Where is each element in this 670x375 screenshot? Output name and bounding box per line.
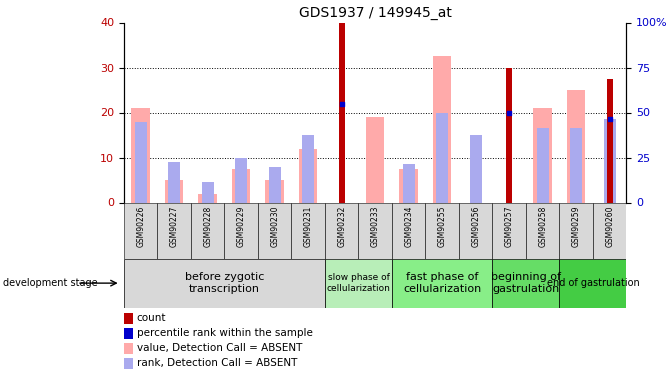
Text: GSM90229: GSM90229	[237, 206, 246, 247]
Bar	[202, 182, 214, 203]
Text: GSM90259: GSM90259	[572, 206, 581, 247]
Text: GSM90233: GSM90233	[371, 206, 380, 247]
Bar	[124, 313, 133, 324]
Bar	[124, 358, 133, 369]
FancyBboxPatch shape	[392, 202, 425, 259]
Bar	[533, 108, 552, 202]
Bar	[403, 164, 415, 202]
Text: beginning of
gastrulation: beginning of gastrulation	[491, 272, 561, 294]
Text: percentile rank within the sample: percentile rank within the sample	[137, 328, 312, 338]
Text: GSM90231: GSM90231	[304, 206, 313, 247]
Bar	[436, 112, 448, 202]
Point	[604, 116, 615, 122]
Bar	[198, 194, 217, 202]
Text: value, Detection Call = ABSENT: value, Detection Call = ABSENT	[137, 343, 302, 353]
Text: end of gastrulation: end of gastrulation	[547, 278, 639, 288]
FancyBboxPatch shape	[425, 202, 459, 259]
Text: GSM90228: GSM90228	[203, 206, 212, 247]
FancyBboxPatch shape	[124, 202, 157, 259]
Point	[504, 110, 515, 116]
Bar	[433, 56, 452, 202]
Text: GSM90256: GSM90256	[471, 206, 480, 247]
Text: development stage: development stage	[3, 278, 98, 288]
Bar	[165, 180, 184, 203]
Bar	[232, 169, 251, 202]
Text: GSM90255: GSM90255	[438, 206, 447, 247]
FancyBboxPatch shape	[258, 202, 291, 259]
Bar	[135, 122, 147, 202]
Text: fast phase of
cellularization: fast phase of cellularization	[403, 272, 481, 294]
FancyBboxPatch shape	[459, 202, 492, 259]
Text: rank, Detection Call = ABSENT: rank, Detection Call = ABSENT	[137, 358, 297, 368]
FancyBboxPatch shape	[325, 259, 392, 308]
FancyBboxPatch shape	[392, 259, 492, 308]
Bar	[399, 169, 418, 202]
Bar	[607, 79, 612, 203]
Bar	[470, 135, 482, 202]
Bar	[235, 158, 247, 203]
FancyBboxPatch shape	[224, 202, 258, 259]
FancyBboxPatch shape	[559, 259, 626, 308]
Bar	[131, 108, 150, 202]
Text: count: count	[137, 313, 166, 323]
FancyBboxPatch shape	[593, 202, 626, 259]
Bar	[366, 117, 385, 202]
Bar	[604, 119, 616, 202]
Text: GSM90257: GSM90257	[505, 206, 514, 247]
FancyBboxPatch shape	[492, 259, 559, 308]
Bar	[265, 180, 284, 203]
Bar	[570, 128, 582, 202]
Bar	[537, 128, 549, 202]
Text: slow phase of
cellularization: slow phase of cellularization	[326, 273, 391, 293]
Point	[336, 100, 347, 106]
Text: GSM90234: GSM90234	[404, 206, 413, 247]
FancyBboxPatch shape	[291, 202, 325, 259]
Text: GSM90226: GSM90226	[136, 206, 145, 247]
FancyBboxPatch shape	[325, 202, 358, 259]
Text: GSM90232: GSM90232	[337, 206, 346, 247]
Title: GDS1937 / 149945_at: GDS1937 / 149945_at	[299, 6, 452, 20]
Bar	[567, 90, 586, 202]
FancyBboxPatch shape	[358, 202, 392, 259]
FancyBboxPatch shape	[492, 202, 526, 259]
FancyBboxPatch shape	[124, 259, 325, 308]
Text: GSM90258: GSM90258	[538, 206, 547, 247]
Bar	[507, 68, 513, 203]
Text: GSM90260: GSM90260	[605, 206, 614, 247]
Bar	[339, 22, 344, 202]
Bar	[124, 343, 133, 354]
FancyBboxPatch shape	[157, 202, 191, 259]
Bar	[302, 135, 314, 202]
FancyBboxPatch shape	[191, 202, 224, 259]
Bar	[124, 328, 133, 339]
Text: GSM90230: GSM90230	[270, 206, 279, 247]
Text: GSM90227: GSM90227	[170, 206, 179, 247]
Bar	[299, 148, 318, 202]
Bar	[168, 162, 180, 202]
FancyBboxPatch shape	[526, 202, 559, 259]
FancyBboxPatch shape	[559, 202, 593, 259]
Bar	[269, 166, 281, 202]
Text: before zygotic
transcription: before zygotic transcription	[185, 272, 264, 294]
